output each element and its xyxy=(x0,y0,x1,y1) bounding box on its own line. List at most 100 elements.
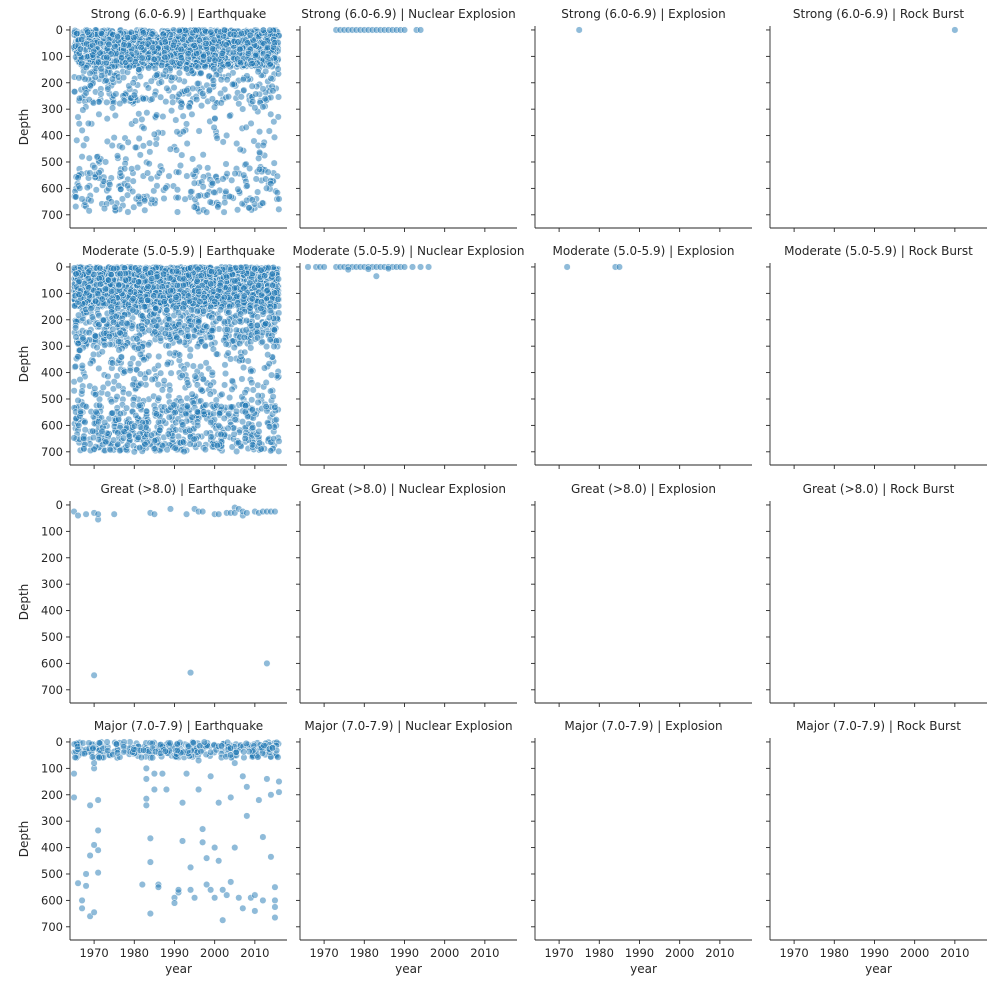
data-point xyxy=(268,270,276,278)
data-point xyxy=(157,78,165,86)
data-point xyxy=(94,58,103,66)
data-point xyxy=(93,290,102,298)
data-point xyxy=(194,80,202,88)
data-point xyxy=(237,58,245,66)
data-point xyxy=(240,86,248,94)
data-point xyxy=(106,180,114,189)
data-point xyxy=(86,169,94,177)
data-point xyxy=(259,85,267,93)
data-point xyxy=(217,99,225,107)
data-point xyxy=(143,109,151,117)
data-point xyxy=(183,172,191,180)
data-point xyxy=(87,197,95,205)
data-point xyxy=(73,136,81,144)
data-point xyxy=(182,27,190,35)
data-point xyxy=(160,194,168,203)
data-point xyxy=(183,86,191,94)
data-point xyxy=(217,76,225,84)
data-point xyxy=(72,270,80,278)
data-point xyxy=(220,208,228,216)
data-point xyxy=(173,267,181,275)
data-point xyxy=(145,64,153,72)
data-point xyxy=(216,281,224,289)
data-point xyxy=(236,45,244,53)
data-point xyxy=(193,277,201,285)
panel-title: Moderate (5.0-5.9) | Earthquake xyxy=(82,244,275,258)
data-point xyxy=(79,106,87,114)
data-point xyxy=(258,199,266,207)
data-point xyxy=(131,143,140,151)
y-tick-label: 700 xyxy=(41,208,63,222)
data-point xyxy=(111,42,119,50)
data-point xyxy=(176,60,184,68)
data-point xyxy=(103,53,111,61)
data-point xyxy=(193,49,201,58)
data-point xyxy=(98,295,106,303)
data-point xyxy=(108,75,116,83)
data-point xyxy=(169,98,177,106)
data-point xyxy=(218,49,226,57)
data-point xyxy=(211,114,219,122)
data-point xyxy=(195,36,203,44)
data-point xyxy=(226,265,234,273)
data-point xyxy=(255,154,263,162)
data-point xyxy=(264,264,272,272)
data-point xyxy=(150,292,158,300)
data-point xyxy=(222,41,230,49)
data-point xyxy=(224,60,232,68)
y-tick-label: 200 xyxy=(41,313,63,327)
data-point xyxy=(185,271,193,279)
data-point xyxy=(219,175,227,183)
data-point xyxy=(166,145,174,153)
facet-panel: Strong (6.0-6.9) | Nuclear Explosion xyxy=(296,7,517,232)
data-point xyxy=(131,117,140,125)
data-point xyxy=(231,277,239,285)
data-point xyxy=(129,177,137,185)
data-point xyxy=(179,281,188,289)
data-point xyxy=(148,44,157,52)
data-point xyxy=(242,123,250,131)
data-point xyxy=(109,104,117,112)
data-point xyxy=(144,169,152,177)
data-point xyxy=(161,53,169,61)
data-point xyxy=(170,84,178,92)
data-point xyxy=(148,274,156,283)
data-point xyxy=(256,128,264,136)
data-point xyxy=(166,274,174,282)
data-point xyxy=(234,206,242,214)
data-point xyxy=(117,185,125,193)
data-point xyxy=(243,182,251,190)
data-point xyxy=(267,74,275,82)
data-point xyxy=(251,104,259,112)
data-point xyxy=(179,128,187,136)
data-point xyxy=(98,72,106,80)
data-point xyxy=(217,89,225,98)
data-point xyxy=(120,41,128,49)
data-point xyxy=(168,58,176,66)
data-point xyxy=(175,90,183,98)
data-point xyxy=(105,40,113,48)
data-point xyxy=(255,281,263,289)
data-point xyxy=(190,203,198,211)
data-point xyxy=(252,90,260,98)
data-point xyxy=(162,184,170,192)
data-point xyxy=(226,112,234,120)
data-point xyxy=(208,268,216,276)
data-point xyxy=(104,85,112,93)
data-point xyxy=(259,103,267,111)
data-point xyxy=(273,189,281,197)
data-point xyxy=(275,205,283,213)
data-point xyxy=(233,292,241,301)
data-point xyxy=(120,74,128,82)
data-point xyxy=(270,133,279,141)
data-point xyxy=(274,295,282,303)
y-tick-label: 100 xyxy=(41,49,63,63)
data-point xyxy=(111,111,119,120)
data-point xyxy=(92,186,100,194)
data-point xyxy=(72,193,80,201)
data-point xyxy=(210,123,218,132)
data-point xyxy=(267,110,275,118)
data-point xyxy=(115,281,123,289)
data-point xyxy=(176,161,185,170)
